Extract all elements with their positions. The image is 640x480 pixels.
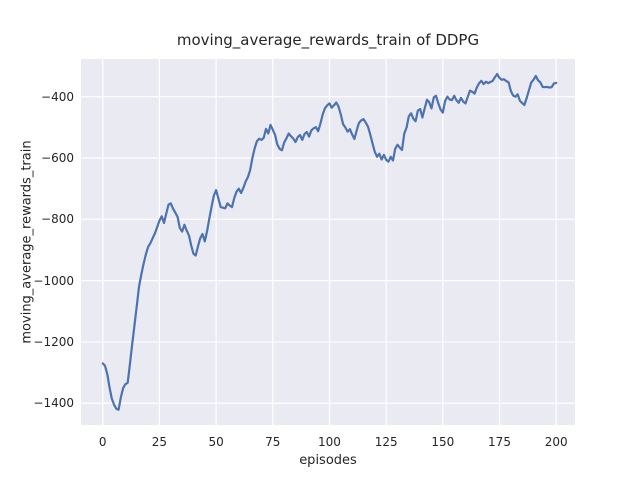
chart-title: moving_average_rewards_train of DDPG [176, 31, 480, 49]
x-tick-label: 150 [431, 435, 455, 449]
y-tick-label: −400 [41, 89, 74, 104]
x-tick-label: 200 [544, 435, 568, 449]
y-tick-label: −1000 [33, 273, 74, 288]
x-axis-label: episodes [299, 453, 357, 468]
x-tick-label: 0 [98, 435, 107, 449]
data-line [101, 72, 558, 411]
plot-area [81, 59, 575, 425]
y-tick-label: −1200 [33, 334, 74, 349]
y-tick-label: −800 [41, 212, 74, 227]
x-tick-label: 175 [488, 435, 511, 449]
x-tick-label: 75 [265, 435, 281, 449]
x-tick-label: 50 [208, 435, 224, 449]
y-axis-label: moving_average_rewards_train [19, 140, 35, 344]
x-tick-label: 100 [318, 435, 341, 449]
y-tick-label: −600 [41, 151, 74, 165]
line-chart-canvas [81, 59, 575, 425]
x-tick-label: 25 [151, 435, 168, 449]
x-tick-label: 125 [374, 435, 398, 449]
y-tick-label: −1400 [33, 396, 74, 411]
